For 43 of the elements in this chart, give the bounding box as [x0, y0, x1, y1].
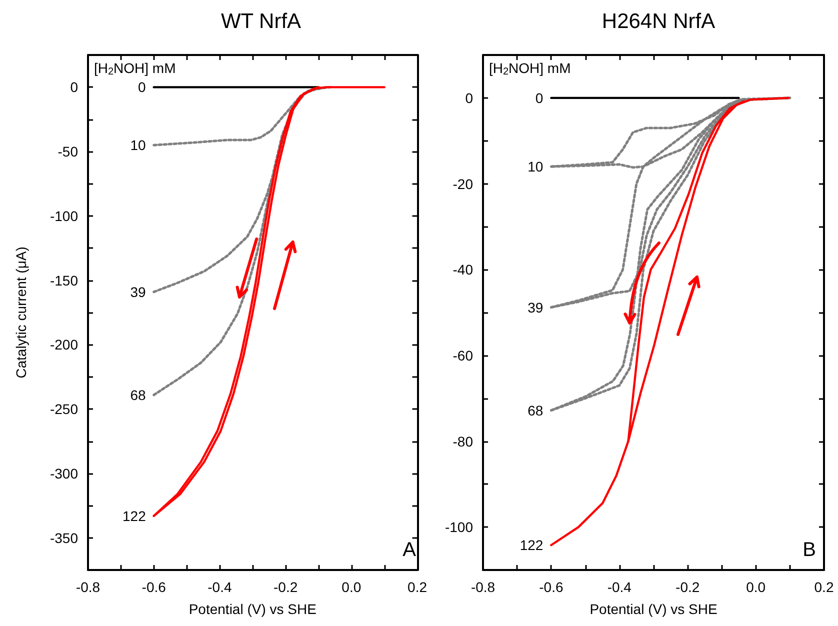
- series-label: 122: [520, 537, 544, 554]
- series-label: 0: [535, 90, 544, 106]
- series-label: 0: [138, 79, 146, 96]
- y-tick-label: -100: [444, 519, 474, 536]
- y-tick-label: -150: [50, 272, 78, 288]
- annotation: B: [802, 539, 816, 561]
- x-tick-label: -0.4: [208, 579, 232, 595]
- y-tick-label: -350: [50, 530, 78, 546]
- y-tick-label: 0: [70, 79, 78, 96]
- series-label: 39: [130, 284, 146, 300]
- x-tick-label: 0.0: [746, 579, 766, 595]
- y-tick-label: -250: [50, 401, 78, 418]
- x-tick-label: -0.6: [142, 579, 166, 595]
- y-axis-title: Catalytic current (μA): [13, 246, 29, 378]
- y-tick-label: -80: [452, 433, 474, 450]
- y-tick-label: -200: [50, 336, 78, 353]
- series-label: 10: [528, 158, 544, 175]
- x-tick-label: 0.2: [408, 579, 428, 595]
- x-tick-label: 0.0: [342, 579, 362, 595]
- y-tick-label: -100: [50, 208, 78, 224]
- x-tick-label: -0.2: [676, 579, 700, 595]
- y-tick-label: -50: [58, 144, 78, 160]
- series-label: 122: [122, 508, 146, 524]
- chart-title: WT NrfA: [220, 10, 302, 33]
- y-tick-label: -60: [452, 347, 474, 364]
- x-axis-title: Potential (V) vs SHE: [590, 601, 718, 617]
- x-tick-label: -0.8: [76, 579, 100, 595]
- x-axis-title: Potential (V) vs SHE: [188, 601, 316, 617]
- series-label: 39: [528, 299, 544, 316]
- y-tick-label: -20: [452, 176, 474, 192]
- y-tick-label: 0: [465, 90, 474, 106]
- x-tick-label: 0.2: [814, 579, 834, 595]
- series-label: 68: [130, 386, 146, 403]
- x-tick-label: -0.8: [470, 579, 496, 595]
- annotation: A: [402, 539, 417, 561]
- chart-title: H264N NrfA: [602, 10, 716, 33]
- x-tick-label: -0.6: [539, 579, 564, 595]
- series-label: 68: [528, 402, 544, 418]
- y-tick-label: -300: [50, 465, 78, 482]
- x-tick-label: -0.2: [274, 579, 298, 595]
- x-tick-label: -0.4: [607, 579, 632, 595]
- y-tick-label: -40: [452, 262, 474, 278]
- series-label: 10: [130, 137, 146, 154]
